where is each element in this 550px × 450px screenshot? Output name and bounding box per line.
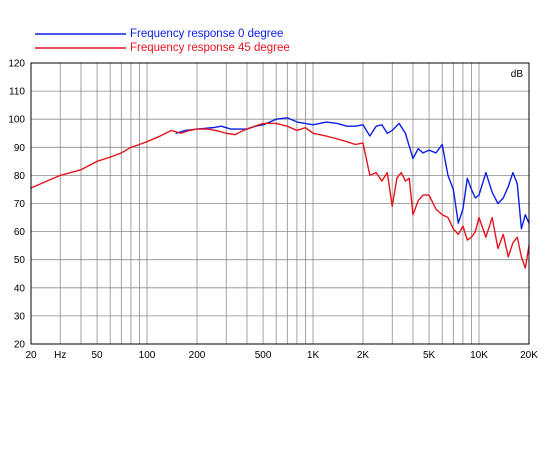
series-line-45deg	[30, 122, 530, 269]
y-tick-label: 50	[14, 255, 26, 266]
legend: Frequency response 0 degree Frequency re…	[35, 28, 290, 54]
series-line-0deg	[175, 117, 530, 230]
y-axis: 120 110 100 90 80 70 60 50 40 30 20	[8, 59, 25, 351]
y-tick-label: 90	[14, 143, 26, 154]
y-tick-label: 100	[8, 115, 25, 126]
grid	[30, 62, 530, 345]
y-tick-label: 80	[14, 171, 26, 182]
x-tick-label: 1K	[307, 350, 320, 361]
legend-label-45deg: Frequency response 45 degree	[130, 42, 290, 54]
y-tick-label: 60	[14, 227, 26, 238]
x-tick-label: 200	[189, 350, 206, 361]
x-tick-label: 20	[25, 350, 37, 361]
x-tick-label: Hz	[54, 350, 66, 361]
y-tick-label: 120	[8, 59, 25, 70]
x-tick-label: 2K	[357, 350, 370, 361]
legend-label-0deg: Frequency response 0 degree	[130, 28, 283, 40]
y-tick-label: 70	[14, 199, 26, 210]
x-tick-label: 100	[139, 350, 156, 361]
y-tick-label: 40	[14, 283, 26, 294]
series-layer	[30, 117, 530, 269]
x-tick-label: 50	[91, 350, 103, 361]
x-tick-label: 10K	[470, 350, 488, 361]
plot-frame	[30, 62, 530, 345]
y-tick-label: 20	[14, 340, 26, 351]
x-tick-label: 20K	[520, 350, 538, 361]
y-tick-label: 110	[9, 87, 25, 98]
x-tick-label: 500	[255, 350, 272, 361]
y-tick-label: 30	[14, 311, 26, 322]
x-axis: 20 Hz 50 100 200 500 1K 2K 5K 10K 20K	[25, 350, 538, 361]
y-axis-unit: dB	[511, 69, 524, 80]
x-tick-label: 5K	[423, 350, 436, 361]
